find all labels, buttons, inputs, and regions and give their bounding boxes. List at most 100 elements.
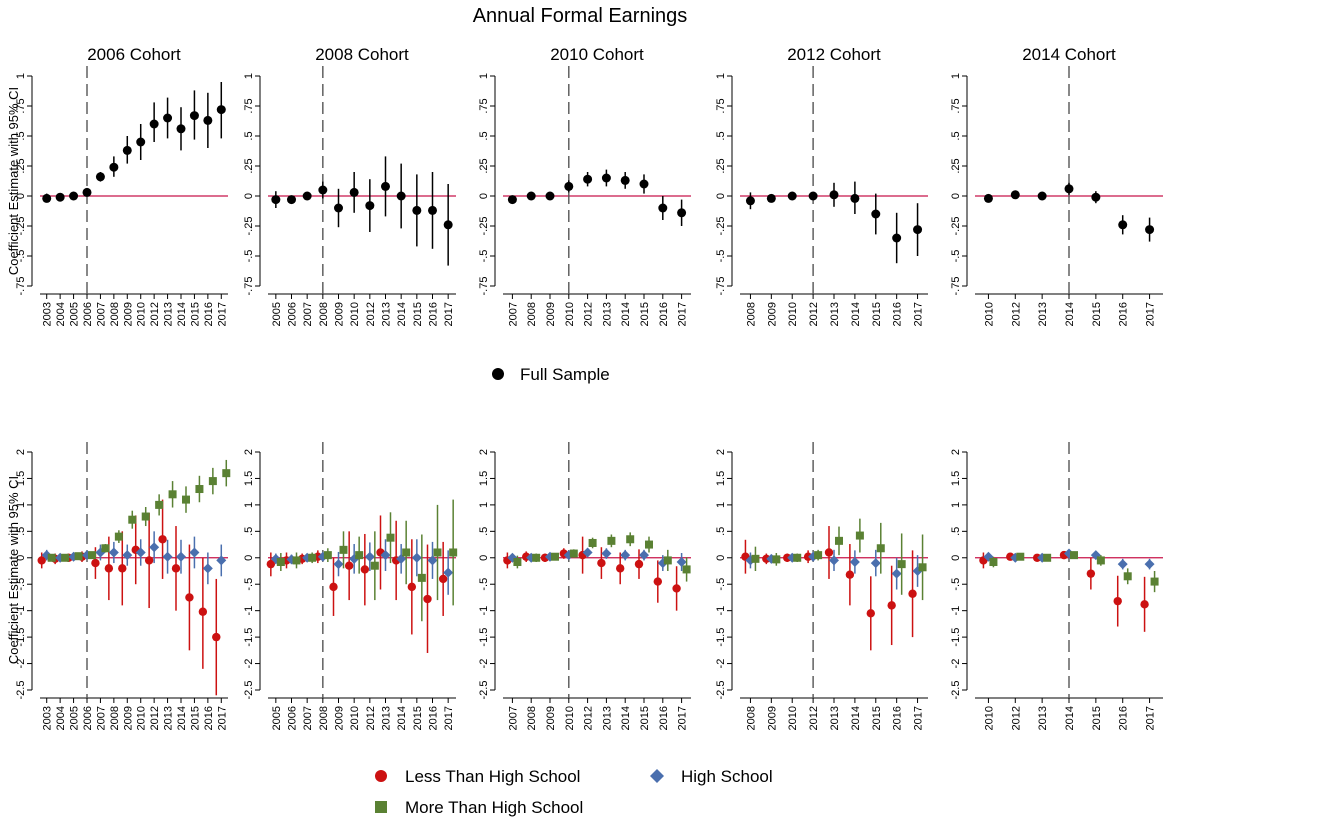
point	[334, 203, 343, 213]
y-tick-label: -2.5	[715, 681, 727, 700]
point	[601, 548, 612, 559]
x-tick-label: 2007	[95, 302, 107, 326]
y-tick-label: 2	[715, 449, 727, 455]
x-tick-label: 2017	[913, 706, 925, 730]
point	[163, 113, 173, 123]
x-tick-label: 2015	[189, 302, 201, 326]
legend-item: Full Sample	[492, 365, 610, 384]
point	[989, 558, 998, 567]
legend-label: High School	[681, 767, 773, 786]
point	[1010, 190, 1020, 200]
y-tick-label: -.25	[243, 217, 255, 236]
point	[287, 195, 296, 205]
point	[222, 469, 231, 478]
x-tick-label: 2014	[1064, 706, 1076, 730]
y-tick-label: -1	[478, 606, 490, 616]
point	[672, 584, 681, 593]
point	[676, 557, 687, 568]
x-tick-label: 2012	[583, 706, 595, 730]
point	[212, 632, 221, 642]
y-tick-label: .5	[15, 131, 27, 140]
x-tick-label: 2016	[658, 302, 670, 326]
point	[114, 532, 123, 541]
point	[276, 558, 285, 567]
y-tick-label: 1	[950, 73, 962, 79]
point	[616, 564, 625, 573]
point	[866, 609, 875, 618]
y-tick-label: 1.5	[478, 471, 490, 486]
point	[101, 544, 110, 553]
series-0	[507, 169, 687, 226]
x-tick-label: 2015	[1091, 302, 1103, 326]
point	[1037, 191, 1047, 201]
x-tick-label: 2016	[1118, 302, 1130, 326]
y-tick-label: .25	[15, 158, 27, 173]
y-tick-label: -1	[950, 606, 962, 616]
y-tick-label: .5	[715, 527, 727, 536]
point	[855, 531, 864, 540]
y-tick-label: -2	[715, 659, 727, 669]
x-tick-label: 2010	[349, 706, 361, 730]
x-tick-label: 2013	[601, 706, 613, 730]
x-tick-label: 2007	[302, 302, 314, 326]
y-tick-label: -2	[950, 659, 962, 669]
x-tick-label: 2006	[287, 706, 299, 730]
point	[411, 552, 422, 563]
x-tick-label: 2007	[302, 706, 314, 730]
y-tick-label: -.5	[950, 578, 962, 591]
x-tick-label: 2017	[1145, 706, 1157, 730]
point	[876, 544, 885, 553]
point	[583, 174, 593, 184]
x-tick-label: 2007	[507, 302, 519, 326]
x-tick-label: 2009	[766, 706, 778, 730]
point	[908, 589, 917, 598]
x-tick-label: 2014	[850, 302, 862, 326]
point	[745, 196, 755, 206]
series-0	[42, 82, 226, 203]
panel-title: 2006 Cohort	[87, 45, 181, 64]
point	[360, 565, 370, 574]
point	[808, 191, 818, 201]
point	[402, 548, 411, 557]
series-2	[513, 532, 691, 582]
point	[318, 185, 328, 195]
point	[308, 553, 317, 562]
point	[829, 190, 839, 200]
legend-label: Less Than High School	[405, 767, 580, 786]
point	[443, 220, 453, 230]
point	[918, 563, 927, 572]
panel-2: 2010 Cohort 1 .75 .5 .25 0 -.25 -.5 -.75 2007 2008…	[478, 45, 691, 326]
x-tick-label: 2014	[396, 706, 408, 730]
point	[61, 553, 70, 562]
x-tick-label: 2004	[55, 706, 67, 730]
point	[1140, 600, 1149, 609]
point	[216, 555, 227, 566]
point	[128, 515, 137, 524]
point	[582, 547, 593, 558]
x-tick-label: 2015	[639, 302, 651, 326]
y-tick-label: -2.5	[243, 681, 255, 700]
point	[144, 556, 154, 565]
x-tick-label: 2014	[1064, 302, 1076, 326]
point	[871, 209, 881, 219]
y-tick-label: -.5	[478, 578, 490, 591]
y-tick-label: 2	[950, 449, 962, 455]
point	[983, 193, 993, 203]
y-tick-label: 1.5	[15, 471, 27, 486]
y-tick-label: -.5	[15, 250, 27, 263]
point	[182, 495, 190, 504]
point	[588, 538, 597, 547]
point	[891, 568, 902, 579]
point	[69, 191, 79, 201]
point	[438, 574, 448, 584]
x-tick-label: 2012	[808, 302, 820, 326]
point	[42, 193, 52, 203]
point	[1064, 184, 1074, 194]
series-0	[271, 156, 453, 266]
x-tick-label: 2013	[1037, 706, 1049, 730]
point	[302, 191, 312, 201]
legend-label: Full Sample	[520, 365, 610, 384]
y-tick-label: -2.5	[478, 681, 490, 700]
